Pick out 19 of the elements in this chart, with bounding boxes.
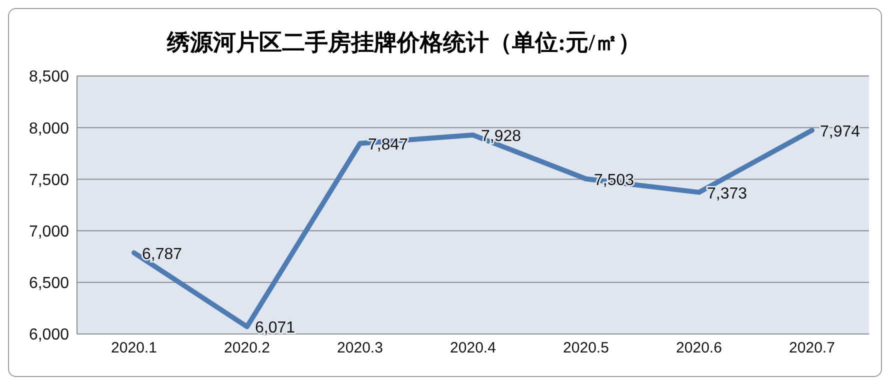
data-label: 7,974 (820, 123, 860, 140)
x-tick-label: 2020.6 (676, 340, 722, 357)
y-tick-label: 8,000 (28, 120, 70, 138)
data-label: 6,787 (142, 246, 182, 263)
x-tick-label: 2020.1 (111, 340, 157, 357)
y-tick-label: 6,000 (28, 326, 70, 344)
data-label: 7,373 (707, 185, 748, 202)
chart-title: 绣源河片区二手房挂牌价格统计（单位:元/㎡） (166, 29, 642, 57)
x-tick-label: 2020.3 (337, 340, 383, 357)
x-tick-label: 2020.5 (563, 340, 609, 357)
y-tick-label: 7,000 (28, 223, 70, 240)
y-tick-label: 6,500 (28, 275, 70, 292)
x-tick-label: 2020.7 (789, 340, 835, 357)
y-tick-label: 7,500 (28, 172, 70, 189)
x-tick-label: 2020.4 (450, 340, 496, 357)
data-label: 6,071 (255, 320, 296, 337)
y-tick-label: 8,500 (28, 68, 70, 86)
x-tick-label: 2020.2 (224, 340, 270, 357)
data-label: 7,928 (481, 128, 522, 146)
